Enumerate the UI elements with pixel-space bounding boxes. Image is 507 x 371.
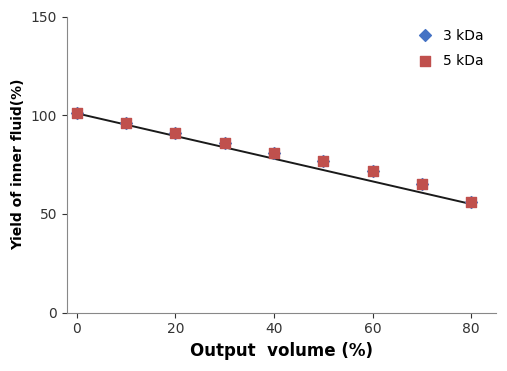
5 kDa <box>221 140 229 146</box>
3 kDa <box>270 150 278 156</box>
5 kDa <box>418 181 426 187</box>
5 kDa <box>467 199 475 205</box>
3 kDa <box>122 120 130 126</box>
3 kDa <box>171 130 179 136</box>
3 kDa <box>467 199 475 205</box>
5 kDa <box>171 130 179 136</box>
Legend: 3 kDa, 5 kDa: 3 kDa, 5 kDa <box>412 23 489 74</box>
5 kDa <box>319 158 328 164</box>
3 kDa <box>418 181 426 187</box>
3 kDa <box>221 140 229 146</box>
5 kDa <box>369 168 377 174</box>
3 kDa <box>73 110 81 116</box>
5 kDa <box>73 110 81 116</box>
X-axis label: Output  volume (%): Output volume (%) <box>190 342 373 360</box>
3 kDa <box>319 158 328 164</box>
Y-axis label: Yield of inner fluid(%): Yield of inner fluid(%) <box>11 79 25 250</box>
5 kDa <box>270 150 278 156</box>
5 kDa <box>122 120 130 126</box>
3 kDa <box>369 168 377 174</box>
